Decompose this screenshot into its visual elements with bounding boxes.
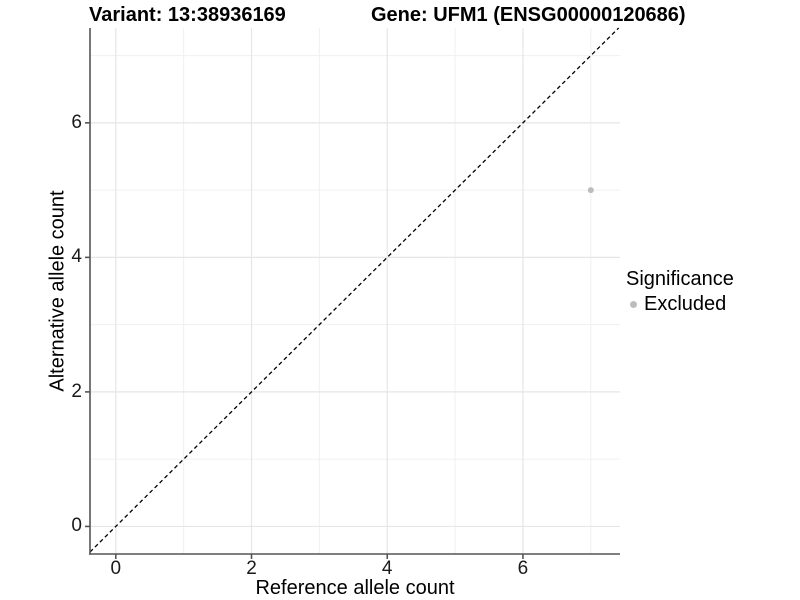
legend: Significance Excluded — [626, 268, 734, 316]
y-axis-title: Alternative allele count — [46, 190, 69, 392]
x-tick-label: 0 — [110, 558, 122, 579]
y-tick-label: 0 — [71, 515, 82, 537]
data-point — [587, 187, 594, 194]
plot-title-variant: Variant: 13:38936169 — [89, 4, 286, 26]
y-tick-label: 4 — [71, 246, 82, 268]
x-tick-label: 6 — [517, 558, 529, 579]
x-axis-title: Reference allele count — [255, 577, 455, 599]
plot-title-gene: Gene: UFM1 (ENSG00000120686) — [371, 4, 686, 26]
y-tick-label: 6 — [71, 111, 82, 133]
y-tick-label: 2 — [71, 380, 82, 402]
x-tick-label: 4 — [381, 558, 393, 579]
legend-point-icon — [630, 301, 637, 308]
identity-line — [89, 27, 620, 553]
legend-item-label: Excluded — [644, 293, 727, 315]
legend-title: Significance — [626, 268, 734, 290]
x-tick-label: 2 — [246, 558, 257, 579]
legend-items: Excluded — [626, 293, 734, 316]
legend-item: Excluded — [626, 293, 734, 316]
